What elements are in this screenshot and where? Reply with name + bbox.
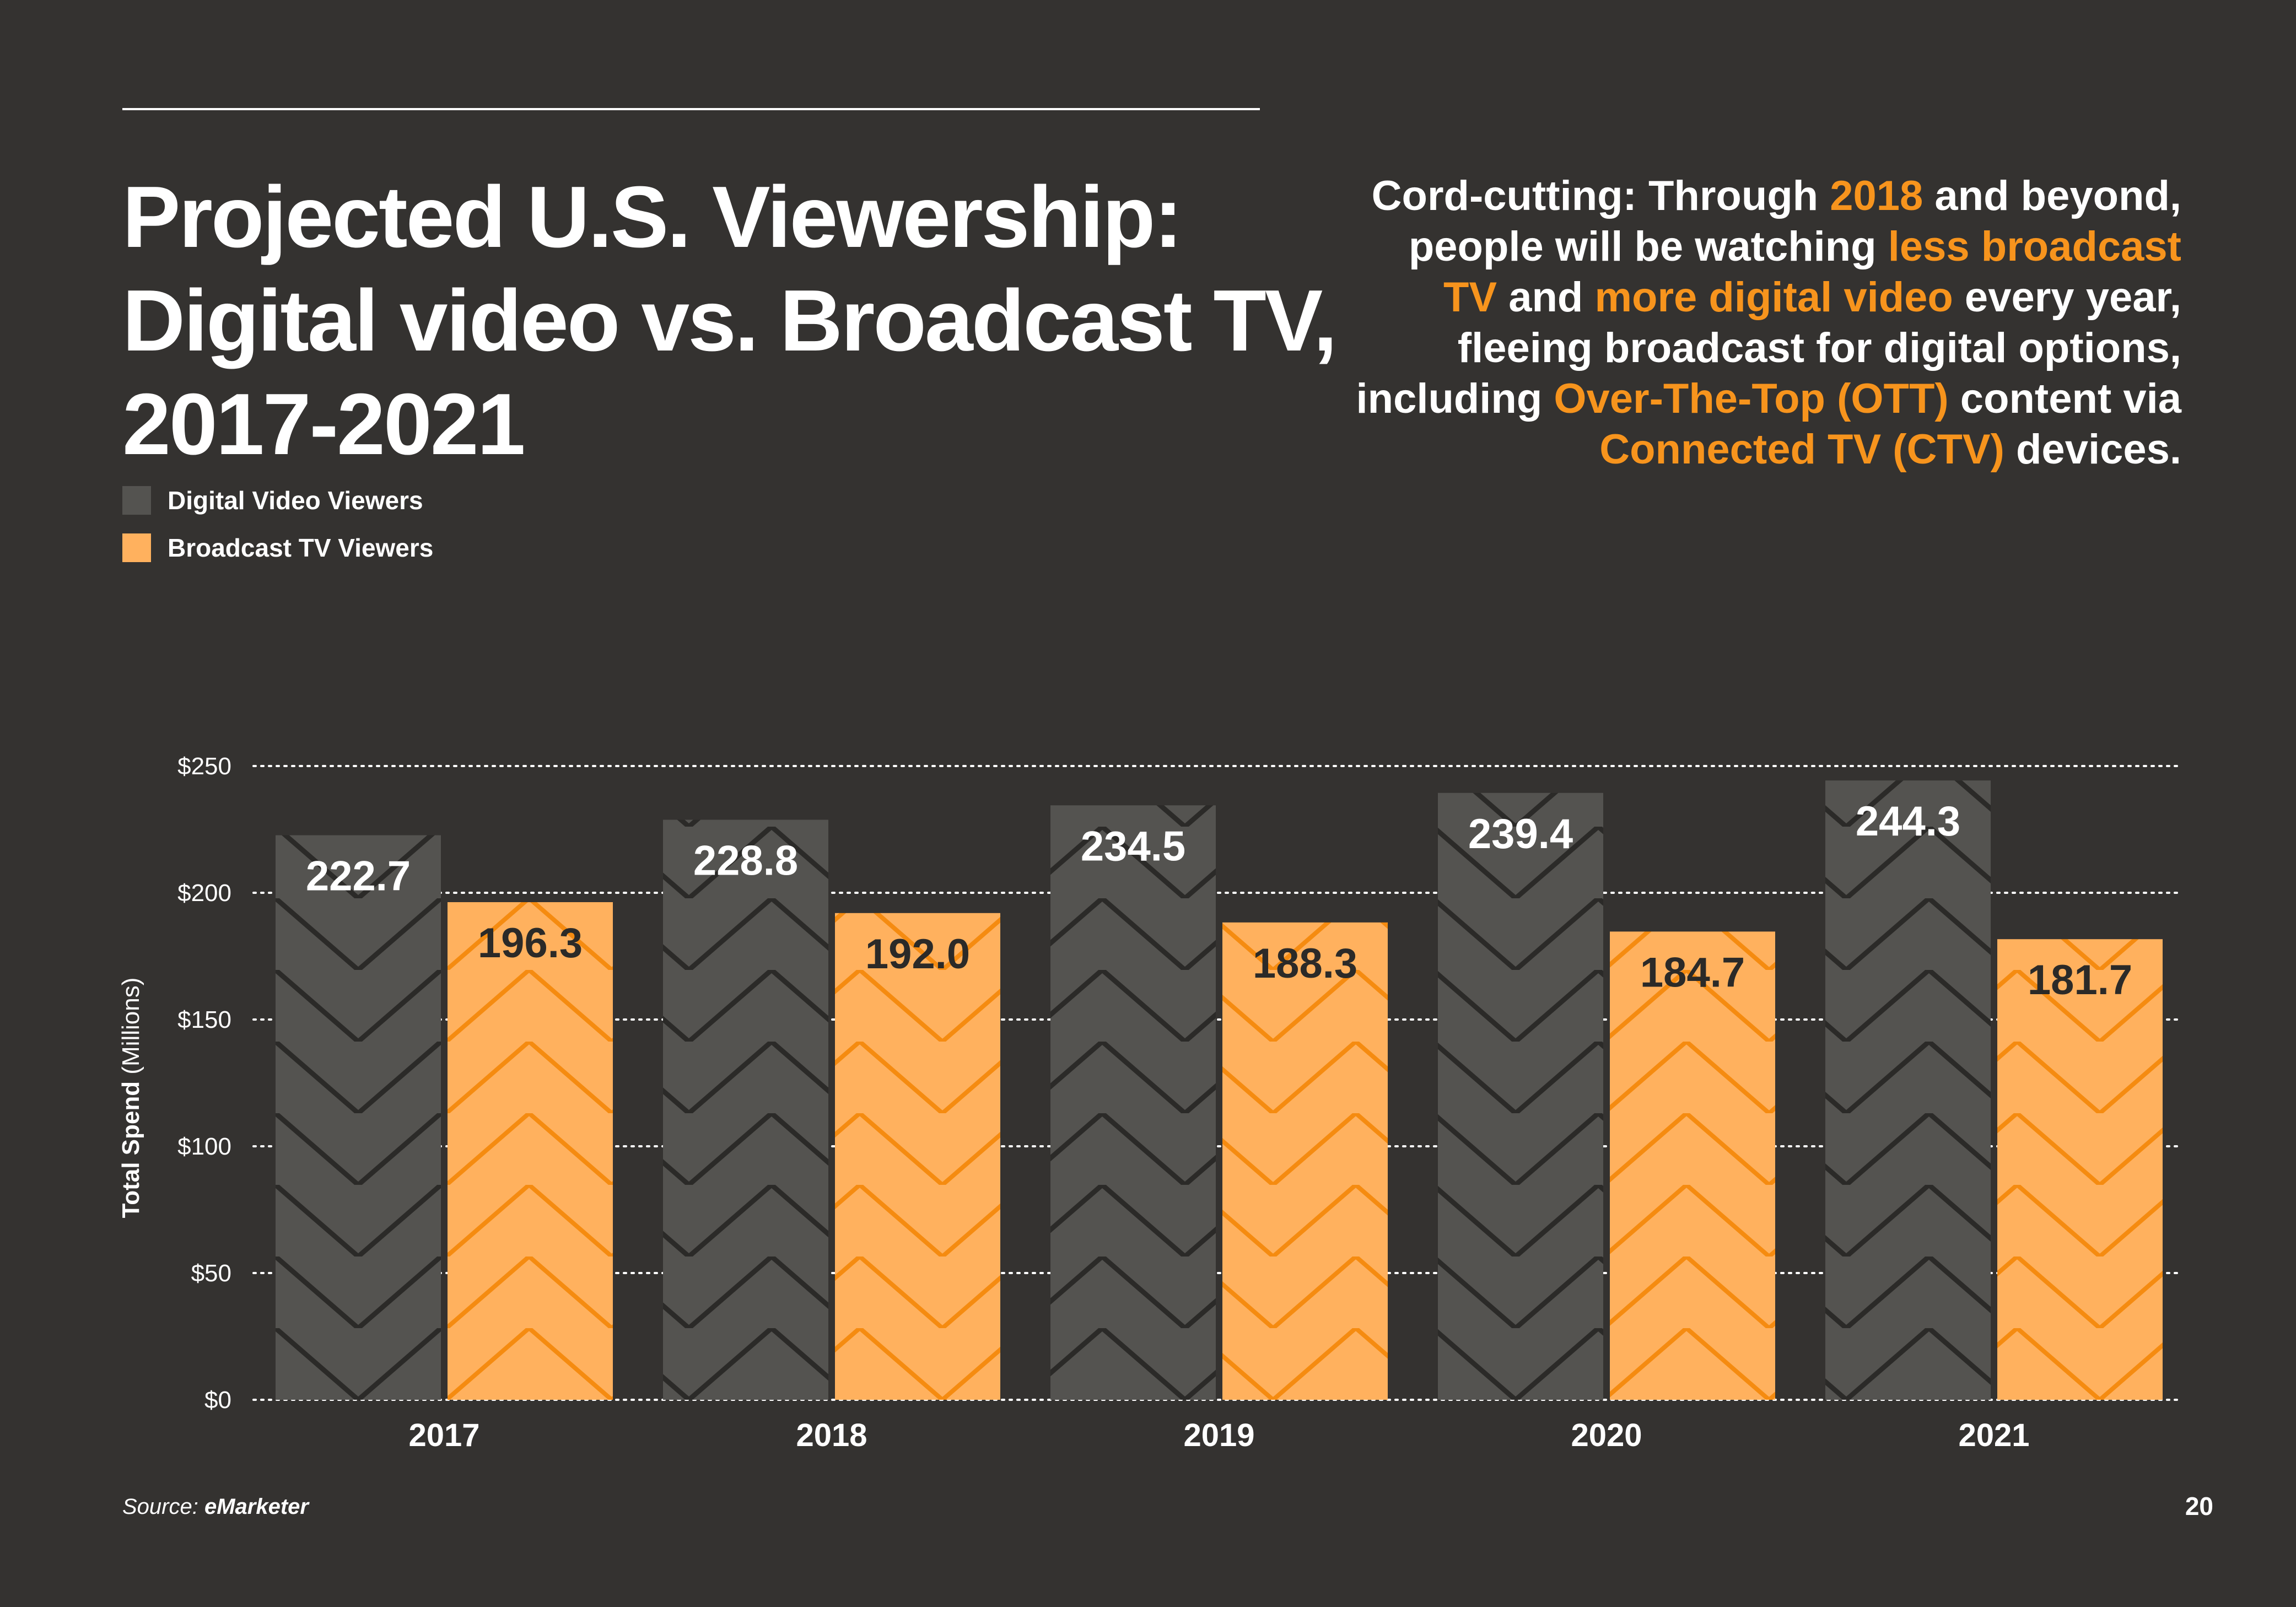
callout-part-2: and beyond, people will be watching: [1408, 172, 2181, 270]
bar-digital-2019: [1050, 805, 1216, 1400]
value-labels: 222.7 196.3 228.8 192.0 234.5 188.3 239.4 184.7…: [306, 798, 2132, 1004]
value-label-digital-2018: 228.8: [693, 838, 798, 885]
callout-highlight-more-digital: more digital video: [1594, 274, 1953, 321]
top-rule: [122, 108, 1260, 110]
callout-highlight-ctv: Connected TV (CTV): [1599, 426, 2004, 473]
x-tick-label-2021: 2021: [1958, 1417, 2029, 1453]
legend-label-broadcast: Broadcast TV Viewers: [168, 533, 434, 562]
bar-broadcast-2017: [448, 902, 613, 1400]
callout-part-5: content via: [1948, 375, 2181, 422]
callout-part-1: Cord-cutting: Through: [1371, 172, 1830, 219]
legend-item-broadcast: Broadcast TV Viewers: [122, 532, 433, 563]
callout-text: Cord-cutting: Through 2018 and beyond, p…: [1355, 171, 2181, 475]
title-line-1: Projected U.S. Viewership:: [122, 169, 1183, 266]
source-label: Source:: [122, 1495, 198, 1519]
y-tick-label: $100: [177, 1133, 231, 1160]
callout-highlight-ott: Over-The-Top (OTT): [1554, 375, 1949, 422]
bar-broadcast-2019: [1222, 922, 1388, 1400]
value-label-broadcast-2018: 192.0: [865, 931, 970, 978]
legend-label-digital: Digital Video Viewers: [168, 486, 423, 515]
legend-swatch-broadcast: [122, 533, 151, 562]
y-axis-ticks: $0 $50 $100 $150 $200 $250: [177, 753, 231, 1414]
value-label-digital-2021: 244.3: [1856, 798, 1960, 845]
bars: [276, 780, 2163, 1400]
title-line-2: Digital video vs. Broadcast TV,: [122, 272, 1338, 369]
chart-legend: Digital Video Viewers Broadcast TV Viewe…: [122, 485, 433, 580]
x-tick-label-2018: 2018: [796, 1417, 867, 1453]
bar-broadcast-2021: [1997, 939, 2163, 1400]
source-name: eMarketer: [204, 1495, 309, 1519]
bar-digital-2021: [1825, 780, 1991, 1400]
value-label-broadcast-2017: 196.3: [478, 920, 583, 967]
x-tick-label-2017: 2017: [408, 1417, 479, 1453]
value-label-broadcast-2021: 181.7: [2028, 957, 2132, 1004]
y-axis-label-bold: Total Spend: [117, 1081, 144, 1218]
y-tick-label: $150: [177, 1006, 231, 1033]
value-label-broadcast-2020: 184.7: [1640, 949, 1745, 996]
page-number: 20: [2185, 1492, 2213, 1520]
source-note: Source: eMarketer: [122, 1495, 309, 1519]
callout-highlight-2018: 2018: [1830, 172, 1923, 219]
y-axis-label-rest: (Millions): [117, 978, 144, 1081]
y-tick-label: $250: [177, 753, 231, 780]
page-title: Projected U.S. Viewership: Digital video…: [122, 165, 1418, 476]
callout-part-6: devices.: [2004, 426, 2181, 473]
y-tick-label: $50: [191, 1260, 231, 1287]
legend-item-digital: Digital Video Viewers: [122, 485, 433, 516]
value-label-broadcast-2019: 188.3: [1253, 940, 1357, 987]
y-tick-label: $200: [177, 880, 231, 907]
bar-broadcast-2020: [1610, 931, 1775, 1400]
bar-broadcast-2018: [835, 913, 1000, 1400]
value-label-digital-2019: 234.5: [1081, 823, 1185, 870]
value-label-digital-2017: 222.7: [306, 853, 411, 900]
callout-highlight-less-broadcast: less broadcast TV: [1443, 223, 2181, 321]
y-tick-label: $0: [204, 1387, 231, 1414]
x-axis-ticks: 2017 2018 2019 2020 2021: [408, 1417, 2029, 1453]
value-label-digital-2020: 239.4: [1468, 811, 1573, 858]
title-line-3: 2017-2021: [122, 376, 526, 473]
x-tick-label-2020: 2020: [1571, 1417, 1642, 1453]
legend-swatch-digital: [122, 486, 151, 515]
callout-part-4: every year, fleeing broadcast for digita…: [1356, 274, 2181, 422]
callout-part-3: and: [1497, 274, 1595, 321]
bar-digital-2018: [663, 819, 828, 1400]
bar-digital-2017: [276, 835, 441, 1400]
bar-digital-2020: [1438, 792, 1603, 1400]
x-tick-label-2019: 2019: [1183, 1417, 1254, 1453]
y-axis-label: Total Spend (Millions): [117, 978, 144, 1218]
